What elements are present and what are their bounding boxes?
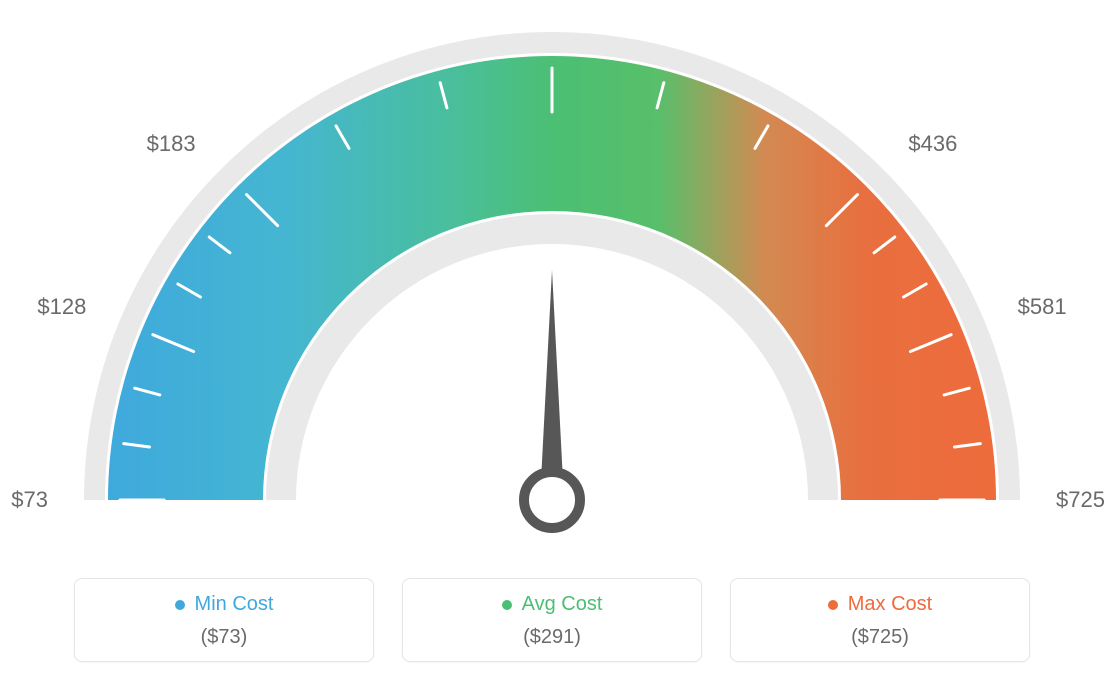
legend-card-min: Min Cost ($73) (74, 578, 374, 662)
legend-label-min: Min Cost (195, 593, 274, 616)
gauge-tick-label: $73 (11, 487, 48, 513)
cost-gauge-container: $73$128$183$291$436$581$725 Min Cost ($7… (0, 0, 1104, 690)
legend-row: Min Cost ($73) Avg Cost ($291) Max Cost … (74, 578, 1030, 662)
gauge-tick-label: $725 (1056, 487, 1104, 513)
gauge-chart: $73$128$183$291$436$581$725 (0, 0, 1104, 560)
legend-value-max: ($725) (741, 626, 1019, 649)
legend-dot-avg (502, 600, 512, 610)
legend-card-max: Max Cost ($725) (730, 578, 1030, 662)
gauge-tick-label: $436 (908, 131, 957, 157)
legend-title-min: Min Cost (175, 593, 274, 616)
legend-title-max: Max Cost (828, 593, 932, 616)
legend-label-max: Max Cost (848, 593, 932, 616)
gauge-tick-label: $581 (1018, 294, 1067, 320)
legend-card-avg: Avg Cost ($291) (402, 578, 702, 662)
gauge-svg (0, 0, 1104, 560)
legend-value-min: ($73) (85, 626, 363, 649)
legend-title-avg: Avg Cost (502, 593, 603, 616)
gauge-tick-label: $128 (37, 294, 86, 320)
legend-label-avg: Avg Cost (522, 593, 603, 616)
gauge-tick-label: $183 (147, 131, 196, 157)
legend-dot-min (175, 600, 185, 610)
legend-value-avg: ($291) (413, 626, 691, 649)
legend-dot-max (828, 600, 838, 610)
